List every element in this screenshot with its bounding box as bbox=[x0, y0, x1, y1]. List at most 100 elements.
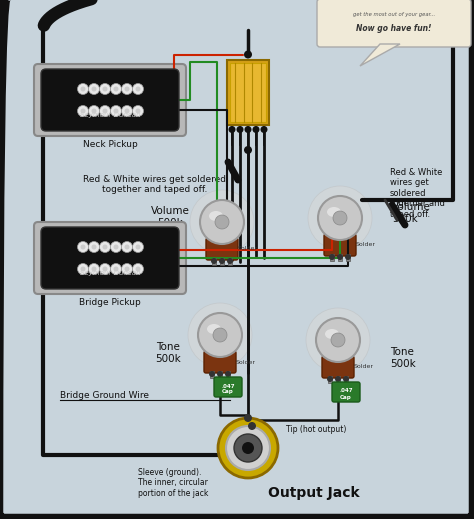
Ellipse shape bbox=[327, 207, 341, 217]
Circle shape bbox=[89, 241, 100, 253]
Circle shape bbox=[102, 244, 108, 250]
Bar bbox=[212, 258, 216, 265]
Circle shape bbox=[334, 391, 342, 399]
Circle shape bbox=[125, 266, 129, 271]
Circle shape bbox=[244, 50, 252, 59]
Circle shape bbox=[331, 333, 345, 347]
Circle shape bbox=[121, 105, 133, 116]
Bar bbox=[328, 376, 332, 383]
Circle shape bbox=[218, 418, 278, 478]
Circle shape bbox=[335, 376, 341, 382]
Circle shape bbox=[89, 264, 100, 275]
Text: Tip (hot output): Tip (hot output) bbox=[286, 426, 346, 434]
Text: Solder: Solder bbox=[236, 360, 256, 364]
Text: Tone
500k: Tone 500k bbox=[155, 342, 181, 364]
Circle shape bbox=[308, 186, 372, 250]
Text: Bridge Ground Wire: Bridge Ground Wire bbox=[60, 390, 149, 400]
Circle shape bbox=[343, 376, 349, 382]
Circle shape bbox=[91, 266, 97, 271]
Text: Cap: Cap bbox=[340, 394, 352, 400]
Circle shape bbox=[81, 108, 85, 114]
FancyBboxPatch shape bbox=[317, 0, 471, 47]
FancyBboxPatch shape bbox=[34, 64, 186, 136]
Circle shape bbox=[133, 105, 144, 116]
Circle shape bbox=[219, 258, 225, 264]
Text: Volume
500k: Volume 500k bbox=[392, 202, 431, 224]
Circle shape bbox=[121, 264, 133, 275]
Circle shape bbox=[121, 84, 133, 94]
Circle shape bbox=[261, 126, 267, 133]
FancyBboxPatch shape bbox=[322, 356, 354, 378]
Text: Sleeve (ground).
The inner, circular
portion of the jack: Sleeve (ground). The inner, circular por… bbox=[138, 468, 209, 498]
Bar bbox=[336, 376, 340, 383]
Circle shape bbox=[188, 303, 252, 367]
Circle shape bbox=[91, 108, 97, 114]
Circle shape bbox=[102, 87, 108, 91]
Circle shape bbox=[81, 87, 85, 91]
Circle shape bbox=[121, 241, 133, 253]
FancyBboxPatch shape bbox=[206, 238, 238, 260]
Circle shape bbox=[110, 241, 121, 253]
Text: Solder: Solder bbox=[354, 364, 374, 370]
Circle shape bbox=[136, 87, 140, 91]
Ellipse shape bbox=[207, 324, 221, 334]
Circle shape bbox=[125, 87, 129, 91]
Circle shape bbox=[228, 126, 236, 133]
Circle shape bbox=[209, 371, 215, 377]
Circle shape bbox=[136, 108, 140, 114]
Text: Seymour Duncan: Seymour Duncan bbox=[80, 270, 140, 276]
Circle shape bbox=[133, 84, 144, 94]
Circle shape bbox=[81, 266, 85, 271]
Circle shape bbox=[113, 108, 118, 114]
Circle shape bbox=[226, 426, 270, 470]
Circle shape bbox=[337, 254, 343, 260]
Circle shape bbox=[102, 266, 108, 271]
Circle shape bbox=[200, 200, 244, 244]
Circle shape bbox=[248, 422, 256, 430]
Text: Tone
500k: Tone 500k bbox=[390, 347, 416, 369]
Circle shape bbox=[237, 126, 244, 133]
Circle shape bbox=[215, 215, 229, 229]
Text: Red & White
wires get
soldered
together and
taped off.: Red & White wires get soldered together … bbox=[390, 168, 445, 218]
Ellipse shape bbox=[325, 329, 339, 339]
Circle shape bbox=[102, 108, 108, 114]
Circle shape bbox=[78, 241, 89, 253]
Bar bbox=[227, 60, 269, 125]
Circle shape bbox=[225, 371, 231, 377]
Circle shape bbox=[190, 190, 254, 254]
Circle shape bbox=[316, 318, 360, 362]
Circle shape bbox=[198, 313, 242, 357]
Circle shape bbox=[306, 308, 370, 372]
Circle shape bbox=[113, 266, 118, 271]
Text: .047: .047 bbox=[221, 384, 235, 389]
FancyBboxPatch shape bbox=[214, 377, 242, 397]
Circle shape bbox=[217, 371, 223, 377]
FancyBboxPatch shape bbox=[332, 382, 360, 402]
Bar bbox=[226, 371, 230, 378]
Circle shape bbox=[244, 414, 252, 422]
Text: get the most out of your gear...: get the most out of your gear... bbox=[353, 12, 435, 17]
Circle shape bbox=[125, 108, 129, 114]
Circle shape bbox=[253, 126, 259, 133]
FancyBboxPatch shape bbox=[41, 69, 179, 131]
Text: Seymour Duncan: Seymour Duncan bbox=[80, 112, 140, 118]
FancyBboxPatch shape bbox=[41, 227, 179, 289]
Circle shape bbox=[91, 244, 97, 250]
Text: Solder: Solder bbox=[356, 242, 376, 248]
Circle shape bbox=[234, 434, 262, 462]
Circle shape bbox=[78, 264, 89, 275]
Text: Neck Pickup: Neck Pickup bbox=[82, 140, 137, 149]
FancyBboxPatch shape bbox=[34, 222, 186, 294]
Circle shape bbox=[136, 244, 140, 250]
Polygon shape bbox=[360, 44, 400, 66]
Circle shape bbox=[327, 376, 333, 382]
Circle shape bbox=[318, 196, 362, 240]
FancyBboxPatch shape bbox=[204, 351, 236, 373]
Circle shape bbox=[89, 105, 100, 116]
Circle shape bbox=[242, 442, 254, 454]
Circle shape bbox=[113, 244, 118, 250]
Circle shape bbox=[216, 386, 224, 394]
Text: Volume
500k: Volume 500k bbox=[151, 206, 190, 228]
Circle shape bbox=[100, 241, 110, 253]
Bar bbox=[210, 371, 214, 378]
